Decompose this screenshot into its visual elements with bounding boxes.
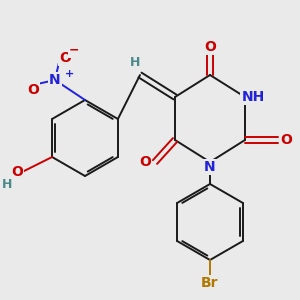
Text: NH: NH [242, 90, 265, 104]
Text: +: + [64, 69, 74, 79]
Text: O: O [139, 155, 151, 169]
Text: N: N [204, 160, 216, 174]
Text: O: O [11, 165, 23, 179]
Text: O: O [204, 40, 216, 54]
Text: N: N [49, 73, 61, 87]
Text: Br: Br [201, 276, 219, 290]
Text: O: O [27, 83, 39, 97]
Text: H: H [130, 56, 140, 70]
Text: O: O [280, 133, 292, 147]
Text: H: H [2, 178, 12, 190]
Text: O: O [59, 51, 71, 65]
Text: −: − [69, 44, 79, 56]
